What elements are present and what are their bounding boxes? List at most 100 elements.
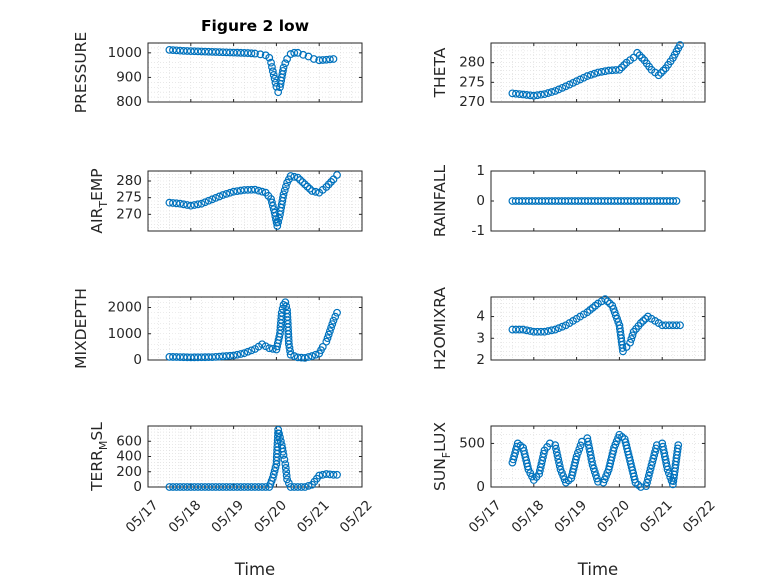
data-point <box>590 467 599 476</box>
data-point <box>523 462 532 471</box>
y-tick-label: 2000 <box>108 300 142 316</box>
data-point <box>233 187 242 196</box>
subplot-1: 800 900 1000 PRESSURE Figure 2 low <box>72 17 363 113</box>
data-point <box>601 67 610 76</box>
data-point <box>303 182 312 191</box>
data-point <box>594 68 602 77</box>
data-point <box>275 429 283 438</box>
data-point <box>544 89 552 97</box>
data-point <box>326 327 334 336</box>
data-point <box>597 67 606 76</box>
data-point <box>673 444 682 453</box>
data-point <box>279 66 287 75</box>
data-point <box>519 325 527 334</box>
data-point <box>329 55 338 63</box>
data-point <box>569 78 577 87</box>
data-point <box>672 321 681 330</box>
axes-box <box>490 42 706 103</box>
y-axis-label: H2OMIXRA <box>431 287 449 370</box>
data-point <box>654 71 663 80</box>
y-tick-label: 200 <box>116 464 142 480</box>
subplot-7: 05/17 05/18 05/19 05/20 05/21 05/22 0200400600… <box>88 422 376 579</box>
data-point <box>626 338 634 347</box>
grid <box>147 425 363 488</box>
data-point <box>247 346 256 355</box>
data-point <box>268 198 276 207</box>
data-point <box>240 349 249 358</box>
axes-box <box>490 296 706 361</box>
data-point <box>646 464 655 473</box>
data-series <box>165 45 338 97</box>
data-series <box>508 430 683 491</box>
data-point <box>172 199 181 208</box>
data-point <box>322 470 331 478</box>
data-series <box>165 298 341 362</box>
data-point <box>519 90 527 99</box>
data-point <box>256 50 265 59</box>
data-point <box>268 473 277 482</box>
data-point <box>333 470 341 479</box>
data-point <box>258 187 267 196</box>
data-point <box>286 347 294 356</box>
axes-box <box>147 170 363 232</box>
data-point <box>281 298 290 307</box>
data-point <box>575 445 584 453</box>
data-point <box>326 55 334 64</box>
data-series <box>508 197 681 205</box>
data-point <box>659 66 668 75</box>
data-point <box>309 55 318 63</box>
data-point <box>571 455 580 464</box>
data-point <box>576 441 585 450</box>
y-tick-label: 900 <box>116 69 142 85</box>
data-series <box>165 425 341 491</box>
data-point <box>645 468 654 477</box>
subplot-2: 270 275 280 THETA <box>431 41 706 110</box>
y-tick-label: 3 <box>476 330 485 346</box>
data-point <box>327 177 335 186</box>
y-axis-label: THETA <box>431 47 449 98</box>
data-point <box>279 63 288 72</box>
y-tick-label: 2 <box>476 352 485 368</box>
y-tick-label: 0 <box>476 479 485 495</box>
data-point <box>641 314 650 323</box>
data-point <box>547 88 556 96</box>
data-point <box>279 451 288 459</box>
y-tick-label: -1 <box>472 223 485 239</box>
data-point <box>190 201 199 209</box>
data-point <box>311 350 320 359</box>
data-point <box>269 470 278 479</box>
data-point <box>301 483 309 491</box>
data-point <box>247 49 256 58</box>
subplot-8: 05/17 05/18 05/19 05/20 05/21 05/22 0 500 SUNFLU… <box>431 422 719 579</box>
x-axis-label: Time <box>577 560 618 579</box>
data-point <box>627 335 636 343</box>
data-point <box>280 455 289 464</box>
data-point <box>539 449 548 458</box>
data-point <box>633 48 642 57</box>
data-point <box>290 48 299 57</box>
axes-box <box>147 296 363 361</box>
data-point <box>222 189 231 198</box>
y-axis-label: SUNFLUX <box>431 422 453 491</box>
data-point <box>522 91 531 99</box>
data-point <box>290 172 299 181</box>
x-tick-label: 05/22 <box>680 497 719 536</box>
data-point <box>322 183 331 191</box>
data-point <box>274 218 283 227</box>
y-tick-label: 280 <box>459 55 485 71</box>
data-point <box>593 474 601 483</box>
x-tick-label: 05/21 <box>294 497 333 536</box>
x-tick-label: 05/17 <box>123 497 162 536</box>
data-point <box>574 448 582 457</box>
x-tick-label: 05/20 <box>251 497 290 536</box>
data-point <box>194 200 202 209</box>
data-point <box>642 482 651 491</box>
data-point <box>552 444 560 453</box>
data-point <box>204 196 213 205</box>
data-point <box>558 83 567 92</box>
data-point <box>547 326 556 335</box>
data-point <box>281 460 290 469</box>
data-point <box>579 73 588 82</box>
data-point <box>589 464 598 473</box>
data-point <box>323 334 332 343</box>
